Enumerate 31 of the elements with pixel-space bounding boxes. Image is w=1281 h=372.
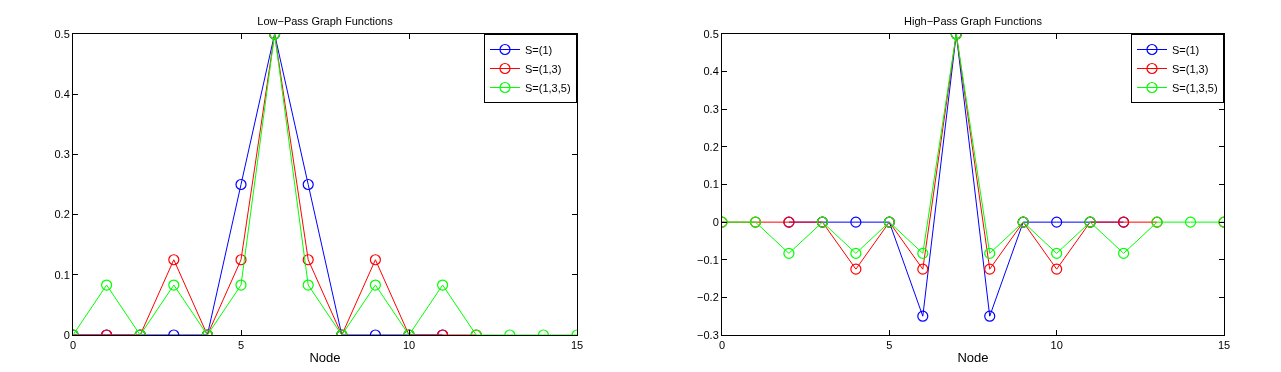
y-tick-label: −0.1 <box>697 253 719 266</box>
x-tick-label: 5 <box>237 339 245 352</box>
x-tick-label: 5 <box>886 339 893 352</box>
chart-title: Low−Pass Graph Functions <box>257 15 394 27</box>
legend-label: S=(1) <box>1172 43 1200 56</box>
x-tick-label: 10 <box>1050 339 1063 352</box>
legend-label: S=(1,3,5) <box>1172 81 1218 94</box>
y-tick-label: 0.3 <box>703 103 719 116</box>
y-tick-label: 0.4 <box>54 88 70 101</box>
x-tick-label: 15 <box>570 339 584 352</box>
y-tick-label: 0 <box>63 328 70 341</box>
y-tick-label: −0.2 <box>697 291 719 304</box>
y-tick-label: 0.1 <box>703 178 719 191</box>
x-axis-title: Node <box>309 349 341 365</box>
x-axis-title: Node <box>957 349 989 365</box>
chart-title: High−Pass Graph Functions <box>904 15 1043 27</box>
x-tick-label: 10 <box>402 339 416 352</box>
y-tick-label: 0.5 <box>703 27 719 40</box>
x-tick-label: 15 <box>1217 339 1231 352</box>
legend-label: S=(1,3) <box>1172 62 1209 75</box>
y-tick-label: 0.3 <box>54 148 70 161</box>
legend-label: S=(1,3,5) <box>525 81 571 94</box>
y-tick-label: 0.4 <box>703 65 719 78</box>
y-tick-label: 0.2 <box>54 208 70 221</box>
y-tick-label: 0.2 <box>703 140 719 153</box>
legend-label: S=(1) <box>525 43 553 56</box>
legend-label: S=(1,3) <box>525 62 562 75</box>
y-tick-label: 0.1 <box>54 268 70 281</box>
y-tick-label: 0 <box>712 215 719 228</box>
y-tick-label: −0.3 <box>697 328 719 341</box>
y-tick-label: 0.5 <box>54 27 70 40</box>
